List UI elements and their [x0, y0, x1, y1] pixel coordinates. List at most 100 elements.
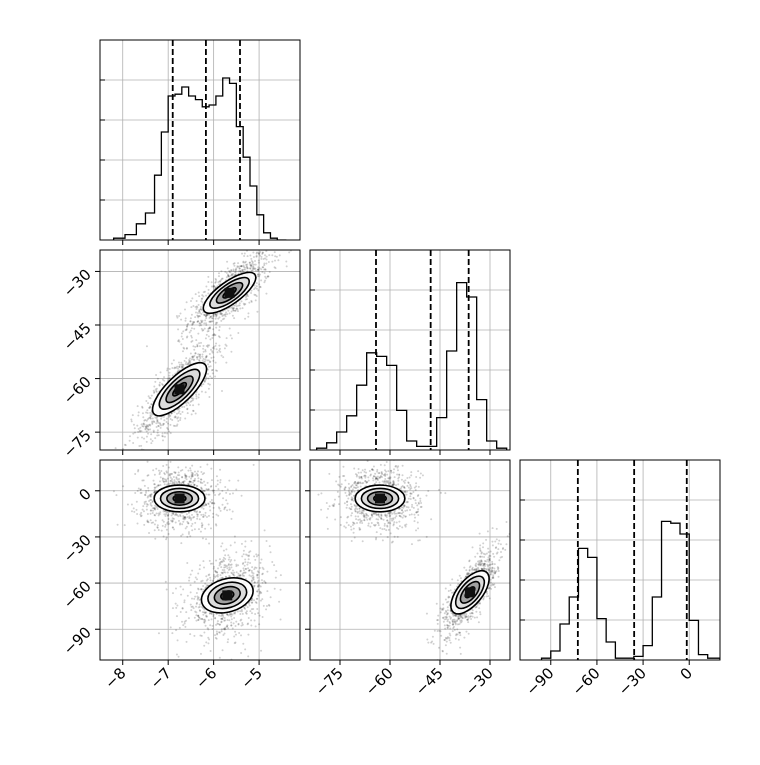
- scatter-point: [218, 506, 220, 508]
- scatter-point: [251, 601, 253, 603]
- scatter-point: [379, 477, 381, 479]
- scatter-point: [406, 491, 408, 493]
- scatter-point: [197, 588, 199, 590]
- scatter-point: [226, 276, 228, 278]
- scatter-point: [180, 586, 182, 588]
- scatter-point: [117, 524, 119, 526]
- scatter-point: [199, 322, 201, 324]
- scatter-point: [230, 624, 232, 626]
- scatter-point: [144, 503, 146, 505]
- scatter-point: [208, 366, 210, 368]
- scatter-point: [143, 524, 145, 526]
- scatter-point: [170, 432, 172, 434]
- scatter-point: [221, 490, 223, 492]
- scatter-point: [219, 558, 221, 560]
- scatter-point: [252, 261, 254, 263]
- scatter-point: [214, 570, 216, 572]
- scatter-point: [359, 510, 361, 512]
- scatter-point: [181, 332, 183, 334]
- scatter-point: [285, 260, 287, 262]
- scatter-point: [134, 427, 136, 429]
- scatter-point: [252, 268, 254, 270]
- scatter-point: [344, 489, 346, 491]
- scatter-point: [167, 423, 169, 425]
- scatter-point: [199, 568, 201, 570]
- scatter-point: [378, 513, 380, 515]
- scatter-point: [410, 471, 412, 473]
- scatter-point: [168, 523, 170, 525]
- scatter-point: [187, 470, 189, 472]
- scatter-point: [227, 503, 229, 505]
- scatter-point: [346, 495, 348, 497]
- scatter-point: [354, 537, 356, 539]
- scatter-point: [171, 363, 173, 365]
- scatter-point: [260, 592, 262, 594]
- scatter-point: [174, 479, 176, 481]
- scatter-point: [218, 329, 220, 331]
- scatter-point: [186, 475, 188, 477]
- scatter-point: [161, 383, 163, 385]
- scatter-point: [275, 577, 277, 579]
- scatter-point: [258, 623, 260, 625]
- scatter-point: [382, 539, 384, 541]
- scatter-point: [239, 302, 241, 304]
- scatter-point: [233, 622, 235, 624]
- scatter-point: [212, 315, 214, 317]
- scatter-point: [142, 425, 144, 427]
- scatter-point: [178, 366, 180, 368]
- scatter-point: [214, 634, 216, 636]
- scatter-point: [217, 515, 219, 517]
- scatter-point: [221, 572, 223, 574]
- scatter-point: [229, 493, 231, 495]
- scatter-point: [192, 475, 194, 477]
- scatter-point: [168, 375, 170, 377]
- scatter-point: [222, 569, 224, 571]
- scatter-point: [184, 473, 186, 475]
- scatter-point: [173, 476, 175, 478]
- scatter-point: [199, 606, 201, 608]
- scatter-point: [191, 413, 193, 415]
- scatter-point: [398, 476, 400, 478]
- scatter-point: [248, 302, 250, 304]
- scatter-point: [154, 381, 156, 383]
- scatter-point: [397, 528, 399, 530]
- scatter-point: [230, 572, 232, 574]
- scatter-point: [168, 474, 170, 476]
- scatter-point: [234, 310, 236, 312]
- scatter-point: [197, 333, 199, 335]
- scatter-point: [163, 376, 165, 378]
- scatter-point: [256, 598, 258, 600]
- scatter-point: [244, 253, 246, 255]
- scatter-point: [211, 285, 213, 287]
- scatter-point: [364, 469, 366, 471]
- scatter-point: [376, 450, 378, 452]
- scatter-point: [242, 307, 244, 309]
- scatter-point: [220, 479, 222, 481]
- scatter-point: [455, 638, 457, 640]
- scatter-point: [228, 564, 230, 566]
- scatter-point: [274, 260, 276, 262]
- scatter-point: [225, 576, 227, 578]
- scatter-point: [164, 511, 166, 513]
- scatter-point: [211, 502, 213, 504]
- scatter-point: [175, 603, 177, 605]
- scatter-point: [268, 261, 270, 263]
- scatter-point: [393, 472, 395, 474]
- scatter-point: [241, 625, 243, 627]
- scatter-point: [163, 535, 165, 537]
- scatter-point: [200, 466, 202, 468]
- scatter-point: [179, 417, 181, 419]
- scatter-point: [167, 367, 169, 369]
- scatter-point: [154, 489, 156, 491]
- scatter-point: [256, 311, 258, 313]
- scatter-point: [376, 456, 378, 458]
- scatter-point: [420, 472, 422, 474]
- scatter-point: [209, 577, 211, 579]
- scatter-point: [190, 591, 192, 593]
- scatter-point: [212, 513, 214, 515]
- scatter-point: [178, 478, 180, 480]
- scatter-point: [188, 512, 190, 514]
- scatter-point: [138, 487, 140, 489]
- scatter-point: [256, 590, 258, 592]
- scatter-point: [186, 408, 188, 410]
